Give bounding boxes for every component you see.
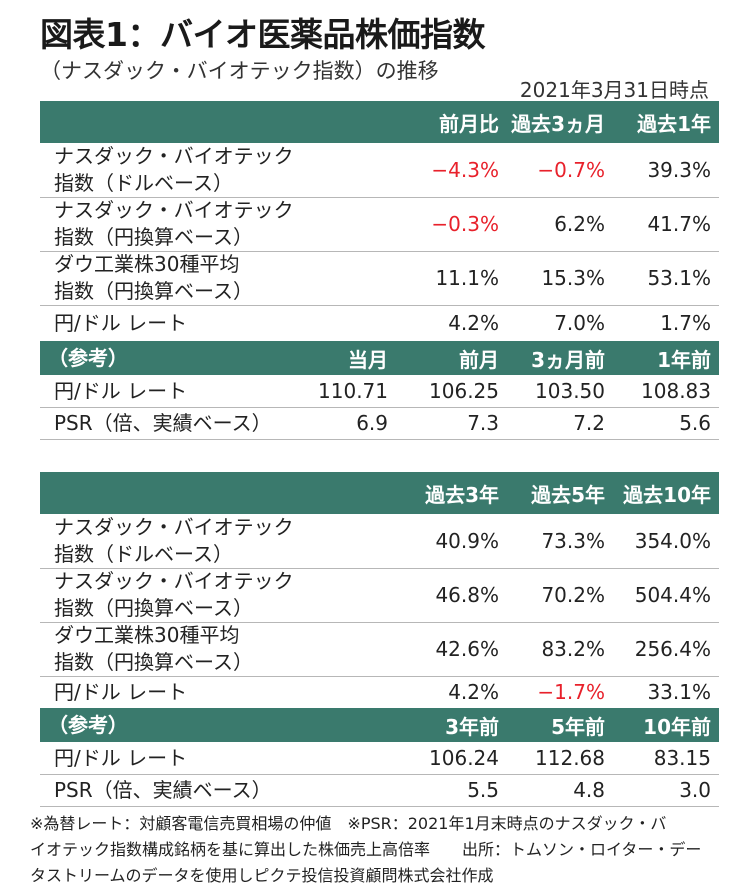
table-row: PSR（倍、実績ベース） 5.5 4.8 3.0 — [40, 774, 719, 807]
value-cell: 83.15 — [653, 746, 711, 770]
value-cell: 108.83 — [641, 379, 711, 403]
col-header: 1年前 — [657, 347, 711, 372]
value-cell: 106.25 — [429, 379, 499, 403]
page-title: 図表1：バイオ医薬品株価指数 — [40, 15, 485, 54]
value-cell: 42.6% — [435, 637, 499, 661]
value-cell: 33.1% — [647, 680, 711, 704]
table-row: 円/ドル レート 4.2% 7.0% 1.7% — [40, 305, 719, 342]
value-cell: −4.3% — [431, 158, 499, 182]
col-header: 過去5年 — [531, 482, 605, 507]
row-label: ナスダック・バイオテック 指数（ドルベース） — [54, 144, 294, 195]
col-header: 過去1年 — [637, 111, 711, 136]
value-cell: 6.9 — [356, 411, 388, 435]
value-cell: 11.1% — [435, 266, 499, 290]
col-header: 過去3年 — [425, 482, 499, 507]
col-header: 過去3ヵ月 — [511, 111, 605, 136]
table-row: ナスダック・バイオテック 指数（ドルベース） 40.9% 73.3% 354.0% — [40, 514, 719, 569]
value-cell: 83.2% — [541, 637, 605, 661]
value-cell: 7.2 — [573, 411, 605, 435]
value-cell: 256.4% — [634, 637, 711, 661]
col-header: 10年前 — [643, 714, 711, 739]
value-cell: 6.2% — [554, 212, 605, 236]
reference-label: （参考） — [48, 712, 128, 737]
value-cell: 15.3% — [541, 266, 605, 290]
value-cell: −1.7% — [537, 680, 605, 704]
page-subtitle: （ナスダック・バイオテック指数）の推移 — [40, 59, 439, 83]
row-label: PSR（倍、実績ベース） — [54, 410, 272, 435]
value-cell: 354.0% — [634, 529, 711, 553]
value-cell: 106.24 — [429, 746, 499, 770]
value-cell: 5.6 — [679, 411, 711, 435]
table-header: 前月比 過去3ヵ月 過去1年 — [40, 101, 719, 143]
row-label: 円/ドル レート — [54, 310, 188, 335]
value-cell: 46.8% — [435, 583, 499, 607]
footnote-line: イオテック指数構成銘柄を基に算出した株価売上高倍率 出所：トムソン・ロイター・デ… — [30, 840, 702, 859]
row-label: ナスダック・バイオテック 指数（円換算ベース） — [54, 198, 294, 249]
value-cell: 7.0% — [554, 311, 605, 335]
footnote-line: ※為替レート：対顧客電信売買相場の仲値 ※PSR：2021年1月末時点のナスダッ… — [30, 814, 667, 833]
col-header: 当月 — [348, 347, 388, 372]
value-cell: 5.5 — [467, 778, 499, 802]
table-row: PSR（倍、実績ベース） 6.9 7.3 7.2 5.6 — [40, 407, 719, 440]
table-row: 円/ドル レート 110.71 106.25 103.50 108.83 — [40, 375, 719, 408]
footnote-line: タストリームのデータを使用しピクテ投信投資顧問株式会社作成 — [30, 866, 494, 885]
value-cell: 3.0 — [679, 778, 711, 802]
value-cell: 53.1% — [647, 266, 711, 290]
row-label: 円/ドル レート — [54, 378, 188, 403]
table-row: ダウ工業株30種平均 指数（円換算ベース） 11.1% 15.3% 53.1% — [40, 251, 719, 306]
row-label: 円/ドル レート — [54, 679, 188, 704]
value-cell: 4.8 — [573, 778, 605, 802]
footnote: ※為替レート：対顧客電信売買相場の仲値 ※PSR：2021年1月末時点のナスダッ… — [30, 811, 730, 889]
value-cell: 7.3 — [467, 411, 499, 435]
row-label: ナスダック・バイオテック 指数（ドルベース） — [54, 515, 294, 566]
row-label: ナスダック・バイオテック 指数（円換算ベース） — [54, 569, 294, 620]
col-header: 前月 — [459, 347, 499, 372]
row-label: PSR（倍、実績ベース） — [54, 777, 272, 802]
row-label: ダウ工業株30種平均 指数（円換算ベース） — [54, 623, 253, 674]
value-cell: 39.3% — [647, 158, 711, 182]
row-label: ダウ工業株30種平均 指数（円換算ベース） — [54, 252, 253, 303]
table-row: ダウ工業株30種平均 指数（円換算ベース） 42.6% 83.2% 256.4% — [40, 622, 719, 677]
col-header: 5年前 — [551, 714, 605, 739]
reference-label: （参考） — [48, 345, 128, 370]
value-cell: 4.2% — [448, 311, 499, 335]
row-label: 円/ドル レート — [54, 745, 188, 770]
col-header: 3ヵ月前 — [531, 347, 605, 372]
value-cell: 504.4% — [634, 583, 711, 607]
table-row: 円/ドル レート 4.2% −1.7% 33.1% — [40, 676, 719, 709]
value-cell: −0.7% — [537, 158, 605, 182]
value-cell: 73.3% — [541, 529, 605, 553]
value-cell: −0.3% — [431, 212, 499, 236]
table-row: ナスダック・バイオテック 指数（円換算ベース） −0.3% 6.2% 41.7% — [40, 197, 719, 252]
value-cell: 110.71 — [318, 379, 388, 403]
reference-header: （参考） 3年前 5年前 10年前 — [40, 708, 719, 742]
table-row: ナスダック・バイオテック 指数（ドルベース） −4.3% −0.7% 39.3% — [40, 143, 719, 198]
value-cell: 112.68 — [535, 746, 605, 770]
value-cell: 70.2% — [541, 583, 605, 607]
reference-header: （参考） 当月 前月 3ヵ月前 1年前 — [40, 341, 719, 375]
as-of-date: 2021年3月31日時点 — [519, 78, 709, 102]
value-cell: 41.7% — [647, 212, 711, 236]
table-row: 円/ドル レート 106.24 112.68 83.15 — [40, 742, 719, 775]
value-cell: 40.9% — [435, 529, 499, 553]
col-header: 前月比 — [439, 111, 499, 136]
col-header: 過去10年 — [623, 482, 711, 507]
table-header: 過去3年 過去5年 過去10年 — [40, 472, 719, 514]
col-header: 3年前 — [445, 714, 499, 739]
value-cell: 4.2% — [448, 680, 499, 704]
table-row: ナスダック・バイオテック 指数（円換算ベース） 46.8% 70.2% 504.4… — [40, 568, 719, 623]
value-cell: 1.7% — [660, 311, 711, 335]
value-cell: 103.50 — [535, 379, 605, 403]
